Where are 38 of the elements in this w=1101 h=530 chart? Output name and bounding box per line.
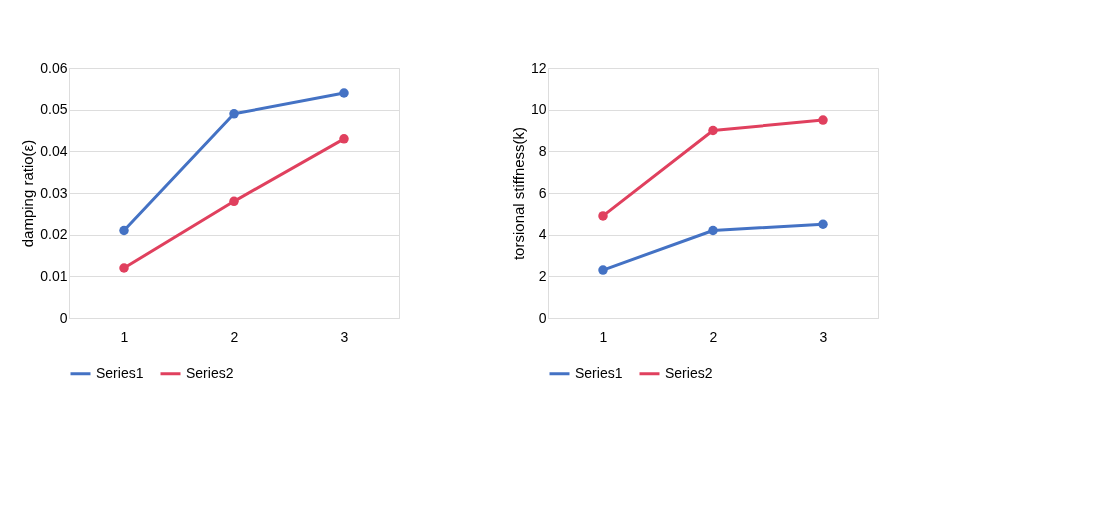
point — [229, 109, 239, 119]
point — [818, 219, 828, 229]
point — [119, 263, 129, 273]
y-tick-label: 2 — [538, 267, 547, 284]
y-axis-title: damping ratio(ε) — [19, 139, 37, 248]
y-tick-label: 0.04 — [40, 142, 68, 159]
y-tick-label: 0.03 — [40, 184, 68, 201]
y-tick-label: 8 — [538, 142, 547, 159]
y-tick-label: 0.05 — [40, 101, 68, 118]
y-tick-label: 4 — [538, 226, 547, 243]
legend-label: Series1 — [96, 364, 144, 381]
y-tick-label: 12 — [530, 59, 547, 76]
y-axis-title: torsional stiffness(k) — [509, 126, 527, 261]
point — [598, 265, 608, 275]
x-tick-label: 3 — [819, 328, 828, 345]
x-tick-label: 1 — [599, 328, 608, 345]
point — [339, 88, 349, 98]
x-tick-label: 1 — [120, 328, 129, 345]
y-tick-label: 0.01 — [40, 267, 68, 284]
x-tick-label: 2 — [709, 328, 718, 345]
y-tick-label: 6 — [538, 184, 547, 201]
point — [708, 125, 718, 136]
y-tick-label: 10 — [530, 101, 547, 118]
legend-label: Series2 — [186, 364, 234, 381]
y-tick-label: 0 — [538, 309, 547, 326]
legend-label: Series1 — [575, 364, 623, 381]
point — [339, 134, 349, 144]
y-tick-label: 0.06 — [40, 59, 68, 76]
x-tick-label: 3 — [340, 328, 349, 345]
y-tick-label: 0 — [59, 309, 68, 326]
point — [708, 225, 718, 236]
y-tick-label: 0.02 — [40, 226, 68, 243]
point — [598, 211, 608, 221]
x-tick-label: 2 — [230, 328, 239, 345]
point — [229, 196, 239, 207]
point — [119, 225, 129, 236]
point — [818, 115, 828, 125]
legend-label: Series2 — [665, 364, 713, 381]
